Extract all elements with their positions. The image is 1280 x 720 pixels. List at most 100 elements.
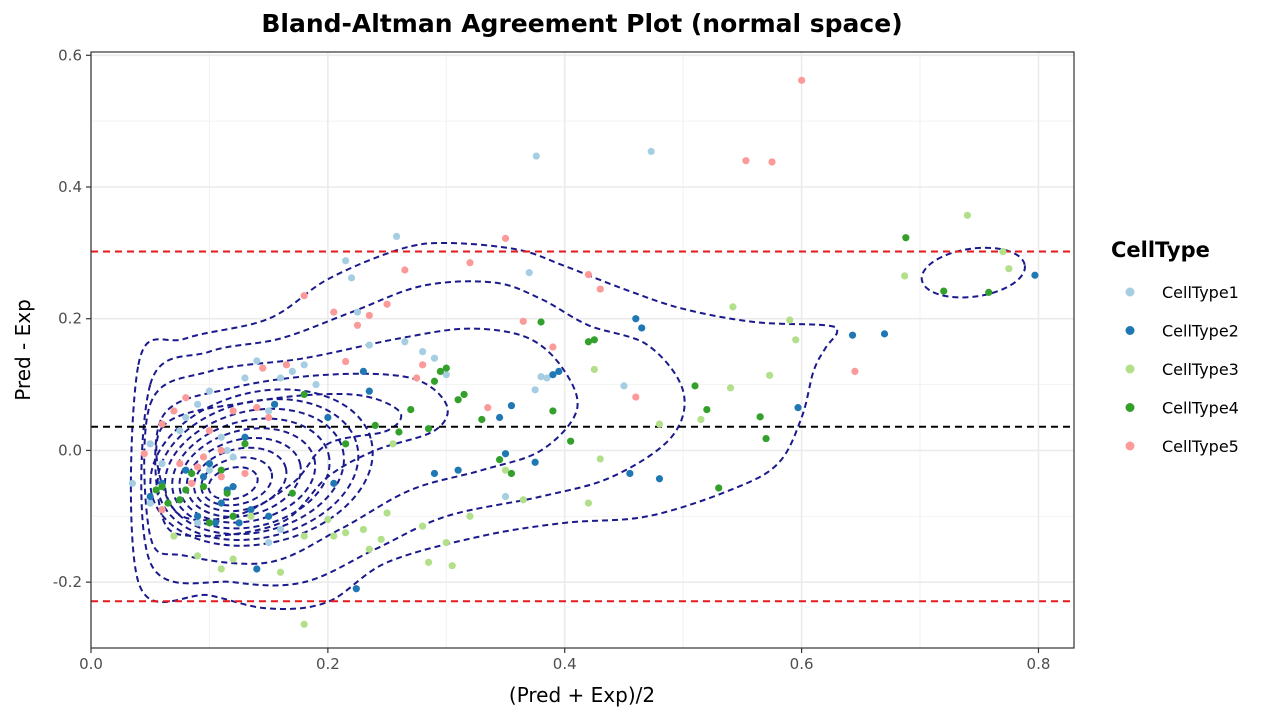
data-point-celltype3	[466, 512, 474, 520]
data-point-celltype3	[377, 535, 385, 543]
data-point-celltype4	[590, 336, 598, 344]
data-point-celltype1	[401, 338, 409, 346]
data-point-celltype5	[199, 453, 208, 461]
data-point-celltype3	[786, 316, 794, 324]
data-point-celltype4	[940, 287, 948, 295]
data-point-celltype1	[300, 361, 308, 369]
data-point-celltype4	[691, 382, 699, 390]
data-point-celltype2	[265, 512, 273, 520]
legend-key-celltype4	[1125, 403, 1135, 412]
data-point-celltype2	[501, 450, 510, 458]
data-point-celltype3	[342, 529, 350, 537]
data-point-celltype2	[193, 512, 202, 520]
data-point-celltype2	[430, 469, 439, 478]
data-point-celltype1	[217, 433, 225, 441]
data-point-celltype5	[193, 463, 202, 471]
data-point-celltype1	[392, 232, 401, 240]
data-point-celltype4	[454, 396, 462, 404]
grid	[90, 52, 1074, 648]
data-point-celltype3	[170, 532, 178, 540]
data-point-celltype2	[626, 469, 634, 478]
density-contour	[178, 427, 317, 524]
data-point-celltype2	[211, 519, 219, 527]
data-point-celltype5	[330, 308, 338, 316]
density-contour	[155, 392, 403, 522]
data-point-celltype3	[389, 440, 397, 448]
data-point-celltype2	[365, 387, 373, 395]
data-point-celltype5	[158, 420, 166, 428]
data-point-celltype1	[365, 341, 373, 349]
data-point-celltype5	[484, 404, 492, 412]
data-point-celltype5	[501, 234, 510, 242]
data-point-celltype2	[205, 460, 214, 468]
data-point-celltype4	[436, 367, 444, 376]
data-point-celltype4	[241, 440, 249, 448]
data-point-celltype4	[164, 499, 172, 507]
plot-panel-border	[90, 51, 1075, 649]
data-point-celltype2	[1031, 271, 1039, 279]
data-point-celltype5	[584, 270, 593, 279]
data-point-celltype4	[205, 519, 214, 527]
data-point-celltype5	[229, 407, 237, 415]
density-contour	[920, 246, 1026, 299]
legend-label: CellType2	[1162, 322, 1239, 341]
data-point-celltype3	[442, 539, 450, 547]
legend-label: CellType1	[1162, 283, 1239, 302]
data-point-celltype2	[235, 519, 243, 527]
data-point-celltype1	[205, 387, 214, 395]
legend-label: CellType4	[1162, 399, 1239, 418]
legend: CellType CellType1 CellType2 CellType3 Cell…	[1111, 238, 1239, 456]
data-point-celltype1	[253, 357, 261, 365]
data-point-celltype3	[584, 499, 593, 507]
data-point-celltype3	[901, 272, 909, 280]
y-tick-label: 0.2	[58, 310, 82, 328]
data-point-celltype1	[647, 147, 655, 156]
data-point-celltype4	[430, 377, 439, 385]
data-point-celltype4	[495, 456, 504, 464]
data-point-celltype5	[401, 266, 409, 274]
data-point-celltype2	[531, 458, 539, 466]
data-point-celltype3	[193, 552, 202, 560]
density-contour	[171, 417, 331, 530]
data-point-celltype4	[584, 338, 593, 346]
data-point-celltype5	[265, 413, 273, 422]
data-point-celltype5	[282, 361, 291, 369]
data-point-celltype4	[217, 466, 225, 474]
data-point-celltype4	[507, 469, 516, 478]
data-point-celltype1	[419, 348, 427, 356]
y-axis-title: Pred - Exp	[11, 299, 35, 401]
data-point-celltype4	[442, 364, 450, 372]
data-point-celltype5	[519, 317, 527, 325]
data-point-celltype1	[182, 413, 190, 422]
legend-key-celltype1	[1125, 287, 1135, 297]
data-point-celltype4	[549, 407, 557, 415]
data-point-celltype4	[715, 484, 723, 492]
data-point-celltype2	[330, 479, 338, 487]
data-point-celltype4	[902, 234, 910, 242]
data-point-celltype4	[342, 440, 350, 448]
data-point-celltype5	[768, 158, 776, 166]
data-point-celltype1	[312, 380, 320, 389]
data-point-celltype5	[300, 292, 308, 300]
data-point-celltype5	[342, 357, 350, 366]
data-point-celltype3	[519, 496, 527, 504]
data-point-celltype3	[419, 522, 427, 530]
data-point-celltype3	[217, 565, 225, 573]
data-point-celltype5	[466, 259, 474, 267]
data-point-celltype2	[146, 492, 154, 501]
data-point-celltype5	[851, 367, 859, 376]
data-point-celltype4	[288, 489, 296, 497]
data-point-celltype1	[223, 446, 231, 455]
data-point-celltype1	[288, 367, 296, 376]
data-point-celltype3	[726, 384, 735, 392]
data-point-celltype2	[848, 331, 857, 339]
data-point-celltype1	[146, 440, 154, 448]
data-point-celltype2	[217, 499, 225, 507]
data-point-celltype5	[158, 506, 166, 514]
data-point-celltype3	[383, 509, 391, 517]
data-point-celltype1	[532, 152, 540, 160]
data-point-celltype3	[300, 620, 308, 628]
data-point-celltype1	[205, 466, 214, 474]
data-point-celltype2	[229, 483, 237, 491]
